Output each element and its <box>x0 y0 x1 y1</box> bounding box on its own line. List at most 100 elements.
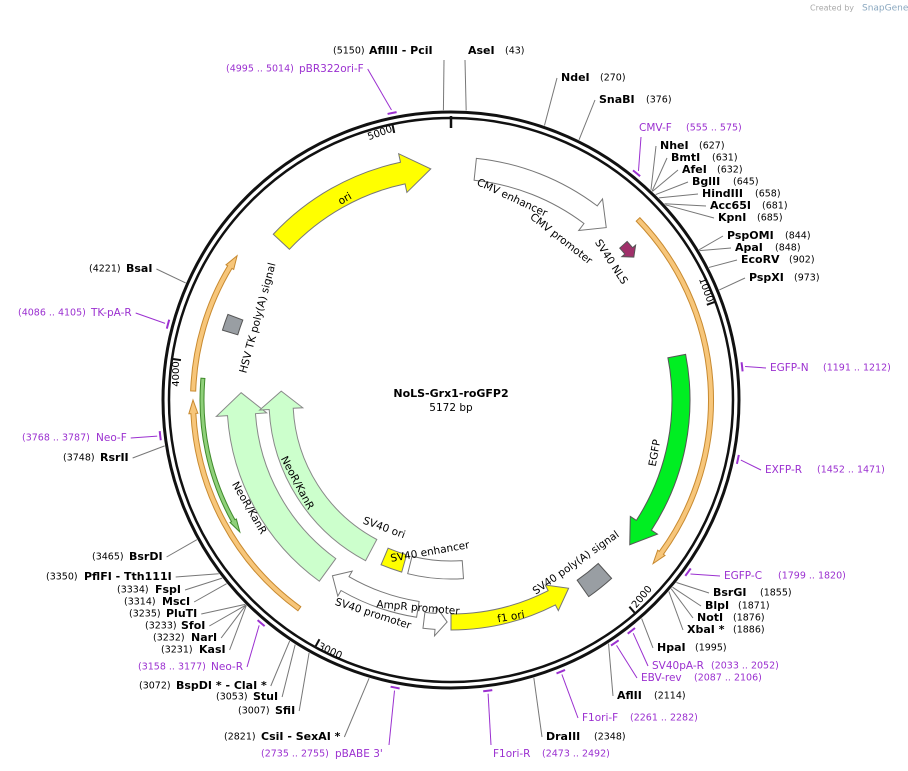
site-line <box>719 277 746 291</box>
site-name: Acc65I <box>710 199 751 212</box>
primer-mark <box>684 567 692 577</box>
site-position: (1871) <box>738 601 770 612</box>
site-line <box>668 591 684 631</box>
site-name: AfeI <box>682 163 707 176</box>
site-name: HindIII <box>702 187 743 200</box>
site-line <box>699 247 732 252</box>
primer-range: (3768 .. 3787) <box>22 433 90 444</box>
ring-tick <box>391 124 396 134</box>
primer-mark <box>627 627 636 635</box>
site-name: BmtI <box>671 151 700 164</box>
site-name: BlpI <box>705 599 729 612</box>
site-position: (848) <box>775 243 801 254</box>
primer-range: (1452 .. 1471) <box>817 465 885 476</box>
site-line <box>533 677 543 738</box>
site-line <box>442 59 445 111</box>
primer-range: (2261 .. 2282) <box>630 713 698 724</box>
primer-line <box>388 690 396 746</box>
primer-mark <box>735 454 740 465</box>
site-name: AseI <box>468 44 495 57</box>
site-name: AflII <box>617 689 642 702</box>
site-name: BsrGI <box>713 586 746 599</box>
feature-label: EGFP <box>647 439 664 468</box>
site-name: PspOMI <box>727 229 774 242</box>
site-position: (3232) <box>153 633 185 644</box>
site-position: (3314) <box>124 597 156 608</box>
primer-range: (2473 .. 2492) <box>542 749 610 760</box>
site-name: DraIII <box>546 730 580 743</box>
ring-tick <box>314 638 321 647</box>
site-position: (376) <box>646 95 672 106</box>
primer-range: (2735 .. 2755) <box>261 749 329 760</box>
site-line <box>175 573 219 578</box>
primer-line <box>130 435 158 439</box>
primer-name: pBR322ori-F <box>299 63 364 75</box>
feature-label: HSV TK poly(A) signal <box>237 262 278 375</box>
credit: Created by <box>810 4 854 13</box>
ori-arrow <box>272 152 432 251</box>
sv40-enhancer-box <box>407 555 465 580</box>
site-position: (631) <box>712 153 738 164</box>
site-name: CsiI - SexAI * <box>261 730 341 743</box>
site-line <box>464 59 467 111</box>
site-name: SnaBI <box>599 93 635 106</box>
site-line <box>193 583 227 603</box>
primer-mark <box>158 430 162 441</box>
orange-arc <box>188 398 302 612</box>
site-position: (1855) <box>760 588 792 599</box>
ring-tick-label: 3000 <box>316 641 344 662</box>
site-line <box>543 77 558 126</box>
site-position: (3072) <box>139 681 171 692</box>
primer-mark <box>632 169 641 177</box>
site-line <box>641 618 654 649</box>
site-name: XbaI * <box>687 623 725 636</box>
site-line <box>343 678 370 738</box>
neo-arrow-inner <box>258 390 378 562</box>
primer-mark <box>387 111 397 115</box>
green-arc <box>199 377 241 534</box>
site-position: (3053) <box>216 692 248 703</box>
primer-line <box>637 136 642 171</box>
primer-line <box>690 573 721 577</box>
site-name: PflFI - Tth111I <box>84 570 172 583</box>
site-line <box>608 643 614 697</box>
site-position: (3233) <box>145 621 177 632</box>
site-name: FspI <box>155 583 181 596</box>
primer-name: EBV-rev <box>641 672 682 684</box>
cmv-arrow <box>473 157 607 232</box>
site-name: SfoI <box>181 619 205 632</box>
orange-arc <box>635 216 714 565</box>
site-name: EcoRV <box>741 253 780 266</box>
site-name: KpnI <box>718 211 746 224</box>
site-position: (844) <box>785 231 811 242</box>
primer-mark <box>165 319 171 329</box>
primer-range: (4086 .. 4105) <box>18 308 86 319</box>
site-position: (3235) <box>129 609 161 620</box>
site-name: AflIII - PciI <box>369 44 433 57</box>
site-line <box>270 640 291 687</box>
site-line <box>650 145 657 191</box>
ring-tick <box>628 606 636 614</box>
primer-range: (4995 .. 5014) <box>226 64 294 75</box>
site-line <box>209 604 247 627</box>
site-line <box>698 235 724 251</box>
site-name: MscI <box>162 595 190 608</box>
primer-range: (555 .. 575) <box>686 123 742 134</box>
primer-name: SV40pA-R <box>652 660 704 672</box>
site-position: (658) <box>755 189 781 200</box>
hsvtk-box <box>221 313 244 336</box>
site-position: (3007) <box>238 706 270 717</box>
primer-line <box>740 459 762 471</box>
site-line <box>676 582 710 594</box>
site-name: NdeI <box>561 71 590 84</box>
site-name: BsrDI <box>129 550 163 563</box>
polya-box <box>576 562 613 598</box>
primer-name: F1ori-F <box>582 712 618 724</box>
site-position: (1995) <box>695 643 727 654</box>
primer-mark <box>483 689 493 693</box>
primer-name: Neo-F <box>96 432 127 444</box>
site-name: BglII <box>692 175 720 188</box>
site-position: (681) <box>762 201 788 212</box>
primer-name: F1ori-R <box>493 748 530 760</box>
